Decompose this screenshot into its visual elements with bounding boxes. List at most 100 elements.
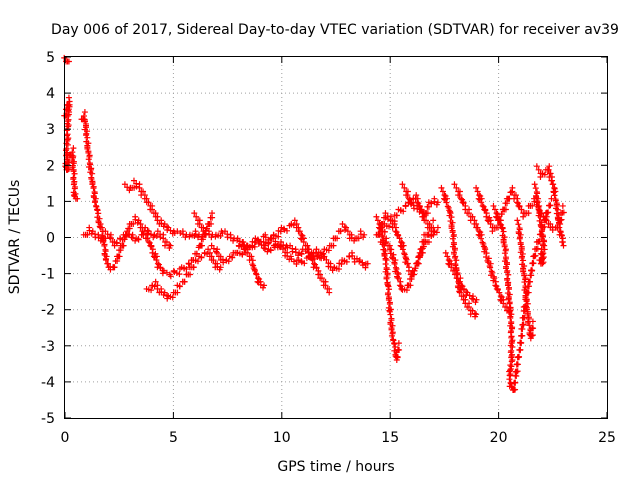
data-point xyxy=(550,181,557,188)
data-point xyxy=(102,235,109,242)
data-point xyxy=(391,218,398,225)
data-point xyxy=(506,300,513,307)
data-point xyxy=(470,296,477,303)
data-point xyxy=(458,195,465,202)
x-axis-label: GPS time / hours xyxy=(277,459,394,475)
data-point xyxy=(142,224,149,231)
data-point xyxy=(425,239,432,246)
data-point xyxy=(309,257,316,264)
data-point xyxy=(239,251,246,258)
data-point xyxy=(185,260,192,267)
data-point xyxy=(538,257,545,264)
data-point xyxy=(449,235,456,242)
data-point xyxy=(198,254,205,261)
data-point xyxy=(531,181,538,188)
data-point xyxy=(392,257,399,264)
data-point xyxy=(529,202,536,209)
data-point xyxy=(555,216,562,223)
data-point xyxy=(383,275,390,282)
data-point xyxy=(214,249,221,256)
data-point xyxy=(551,185,558,192)
data-point xyxy=(560,209,567,216)
data-point xyxy=(301,260,308,267)
data-point xyxy=(298,251,305,258)
data-point xyxy=(489,228,496,235)
data-point xyxy=(525,210,532,217)
data-point xyxy=(465,303,472,310)
data-point xyxy=(517,346,524,353)
data-point xyxy=(92,195,99,202)
data-point xyxy=(547,202,554,209)
data-point xyxy=(153,257,160,264)
y-tick-label: -3 xyxy=(41,339,55,355)
data-point xyxy=(506,291,513,298)
data-point xyxy=(512,379,519,386)
data-point xyxy=(373,213,380,220)
grid-layer xyxy=(65,57,607,418)
x-tick-label: 25 xyxy=(598,430,616,446)
data-point xyxy=(145,239,152,246)
series-trace-v xyxy=(533,163,567,249)
data-point xyxy=(200,224,207,231)
data-point xyxy=(339,220,346,227)
data-point xyxy=(190,264,197,271)
data-point xyxy=(504,267,511,274)
data-point xyxy=(65,94,72,101)
data-point xyxy=(518,246,525,253)
data-point xyxy=(382,210,389,217)
data-point xyxy=(553,202,560,209)
data-point xyxy=(227,234,234,241)
data-point xyxy=(312,250,319,257)
data-point xyxy=(81,118,88,125)
data-point xyxy=(500,239,507,246)
data-point xyxy=(473,184,480,191)
data-point xyxy=(538,219,545,226)
data-point xyxy=(452,262,459,269)
data-point xyxy=(154,228,161,235)
data-point xyxy=(65,58,72,65)
data-point xyxy=(402,203,409,210)
data-point xyxy=(502,246,509,253)
data-point xyxy=(552,188,559,195)
data-point xyxy=(202,230,209,237)
data-point xyxy=(501,234,508,241)
data-point xyxy=(124,228,131,235)
data-point xyxy=(514,368,521,375)
data-point xyxy=(451,246,458,253)
data-point xyxy=(191,210,198,217)
data-point xyxy=(556,224,563,231)
data-point xyxy=(169,294,176,301)
data-point xyxy=(422,238,429,245)
data-point xyxy=(355,235,362,242)
data-point xyxy=(507,329,514,336)
data-point xyxy=(557,229,564,236)
data-point xyxy=(428,200,435,207)
data-point xyxy=(348,234,355,241)
data-point xyxy=(534,245,541,252)
series-trace-e xyxy=(121,177,208,241)
data-point xyxy=(70,192,77,199)
data-point xyxy=(201,231,208,238)
data-point xyxy=(187,271,194,278)
data-point xyxy=(265,240,272,247)
data-point xyxy=(284,227,291,234)
data-point xyxy=(404,260,411,267)
data-point xyxy=(89,170,96,177)
data-point xyxy=(389,329,396,336)
data-point xyxy=(326,285,333,292)
data-point xyxy=(103,253,110,260)
data-point xyxy=(395,340,402,347)
data-point xyxy=(384,291,391,298)
data-point xyxy=(529,332,536,339)
data-point xyxy=(267,247,274,254)
data-point xyxy=(198,242,205,249)
data-point xyxy=(386,300,393,307)
data-point xyxy=(107,235,114,242)
data-point xyxy=(489,269,496,276)
data-point xyxy=(133,183,140,190)
data-point xyxy=(194,258,201,265)
data-point xyxy=(526,322,533,329)
data-point xyxy=(104,260,111,267)
data-point xyxy=(157,234,164,241)
data-point xyxy=(509,325,516,332)
